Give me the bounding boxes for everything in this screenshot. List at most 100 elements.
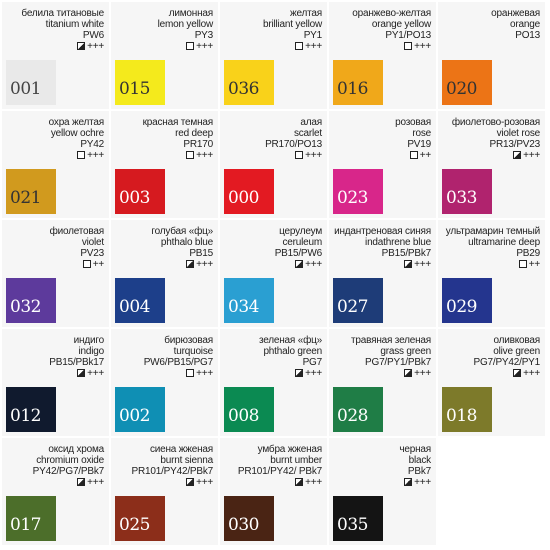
color-tile: оранжево-желтая orange yellow PY1/PO13 +++ 0… (329, 2, 436, 109)
lightfastness: +++ (87, 41, 104, 52)
transparent-square-icon (404, 42, 413, 50)
lightfastness: +++ (414, 259, 431, 270)
rating: +++ (49, 150, 104, 161)
rating: ++ (446, 259, 540, 270)
rating: +++ (151, 259, 213, 270)
color-name-ru: умбра жженая (257, 444, 323, 455)
transparent-square-icon (82, 260, 91, 268)
color-tile: голубая «фц» phthalo blue PB15 +++ 004 (111, 220, 218, 327)
pigment-code: PR101/PY42/ PBk7 (237, 466, 322, 477)
lightfastness: +++ (196, 150, 213, 161)
lightfastness: +++ (305, 150, 322, 161)
color-name-en: burnt umber (270, 455, 322, 466)
color-name-en: phthalo green (263, 346, 322, 357)
transparent-square-icon (77, 151, 86, 159)
color-name-ru: бирюзовая (164, 335, 213, 346)
color-name-en: rose (412, 128, 431, 139)
pigment-code: PG7/PY42/PY1 (473, 357, 540, 368)
color-name-en: yellow ochre (50, 128, 104, 139)
color-number: 030 (228, 515, 259, 535)
color-tile: зеленая «фц» phthalo green PG7 +++ 008 (220, 329, 327, 436)
rating: +++ (399, 477, 431, 488)
color-name-ru: оливковая (493, 335, 540, 346)
pigment-code: PR13/PV23 (489, 139, 541, 150)
rating: +++ (263, 41, 322, 52)
pigment-code: PBk7 (407, 466, 431, 477)
rating: +++ (238, 477, 322, 488)
color-info: голубая «фц» phthalo blue PB15 +++ (151, 226, 213, 270)
color-number: 023 (337, 188, 368, 208)
semi-transparent-square-icon (295, 260, 304, 268)
color-swatch (442, 60, 492, 105)
color-name-ru: фиолетово-розовая (451, 117, 540, 128)
rating: +++ (132, 477, 213, 488)
pigment-code: PB15/PBk7 (381, 248, 432, 259)
color-name-ru: оксид хрома (48, 444, 104, 455)
semi-transparent-square-icon (77, 42, 86, 50)
color-info: бирюзовая turquoise PW6/PB15/PG7 +++ (144, 335, 214, 379)
color-swatch (115, 387, 165, 432)
color-name-ru: белила титановые (21, 8, 104, 19)
color-name-en: scarlet (293, 128, 322, 139)
color-tile: охра желтая yellow ochre PY42 +++ 021 (2, 111, 109, 218)
color-tile: ультрамарин темный ultramarine deep PB29 ++… (438, 220, 545, 327)
color-tile: фиолетовая violet PV23 ++ 032 (2, 220, 109, 327)
color-info: умбра жженая burnt umber PR101/PY42/ PBk7 +… (238, 444, 322, 488)
pigment-code: PY1/PO13 (385, 30, 431, 41)
color-info: церулеум ceruleum PB15/PW6 +++ (275, 226, 323, 270)
lightfastness: +++ (523, 368, 540, 379)
color-tile: лимонная lemon yellow PY3 +++ 015 (111, 2, 218, 109)
transparent-square-icon (186, 42, 195, 50)
lightfastness: +++ (414, 368, 431, 379)
color-tile: индантреновая синяя indathrene blue PB15/P… (329, 220, 436, 327)
lightfastness: +++ (523, 150, 540, 161)
rating: +++ (351, 368, 431, 379)
color-swatch (6, 169, 56, 214)
color-info: белила титановые titanium white PW6 +++ (21, 8, 104, 52)
color-info: травяная зеленая grass green PG7/PY1/PBk7 +… (351, 335, 431, 379)
color-info: оранжевая orange PO13 (491, 8, 540, 41)
color-name-en: turquoise (173, 346, 214, 357)
color-tile: сиена жженая burnt sienna PR101/PY42/PBk7 +… (111, 438, 218, 545)
color-name-ru: розовая (395, 117, 431, 128)
lightfastness: +++ (414, 477, 431, 488)
color-tile: индиго indigo PB15/PBk17 +++ 012 (2, 329, 109, 436)
color-name-en: brilliant yellow (262, 19, 322, 30)
rating: ++ (395, 150, 431, 161)
pigment-code: PV23 (80, 248, 104, 259)
color-name-en: grass green (380, 346, 431, 357)
pigment-code: PB15 (189, 248, 213, 259)
pigment-code: PO13 (515, 30, 540, 41)
color-name-ru: ультрамарин темный (445, 226, 540, 237)
color-swatch (115, 496, 165, 541)
color-name-ru: черная (399, 444, 431, 455)
lightfastness: +++ (414, 41, 431, 52)
color-tile: белила титановые titanium white PW6 +++ 001 (2, 2, 109, 109)
color-number: 027 (337, 297, 368, 317)
color-number: 015 (119, 79, 150, 99)
color-number: 029 (446, 297, 477, 317)
color-number: 018 (446, 406, 477, 426)
transparent-square-icon (186, 151, 195, 159)
color-info: желтая brilliant yellow PY1 +++ (263, 8, 322, 52)
color-name-en: titanium white (45, 19, 105, 30)
color-name-ru: алая (300, 117, 322, 128)
color-name-en: ceruleum (282, 237, 322, 248)
color-swatch (442, 387, 492, 432)
color-info: оранжево-желтая orange yellow PY1/PO13 +++ (352, 8, 431, 52)
semi-transparent-square-icon (295, 369, 304, 377)
color-tile: оливковая olive green PG7/PY42/PY1 +++ 018 (438, 329, 545, 436)
lightfastness: +++ (305, 41, 322, 52)
color-tile: фиолетово-розовая violet rose PR13/PV23 +++… (438, 111, 545, 218)
color-number: 025 (119, 515, 150, 535)
semi-transparent-square-icon (77, 369, 86, 377)
color-info: фиолетово-розовая violet rose PR13/PV23 +++ (452, 117, 540, 161)
transparent-square-icon (295, 42, 304, 50)
pigment-code: PG7 (302, 357, 323, 368)
color-name-ru: оранжевая (491, 8, 540, 19)
color-number: 012 (10, 406, 41, 426)
color-tile: оранжевая orange PO13 020 (438, 2, 545, 109)
color-swatch (115, 169, 165, 214)
pigment-code: PR170/PO13 (265, 139, 322, 150)
